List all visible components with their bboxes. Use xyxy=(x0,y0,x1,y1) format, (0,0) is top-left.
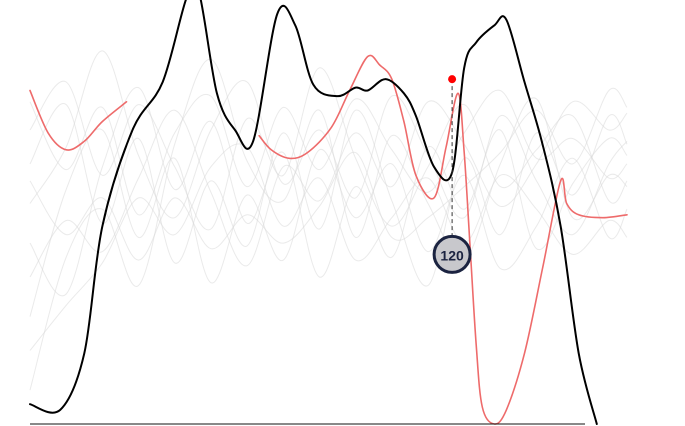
background-series-line-3 xyxy=(29,87,628,297)
background-series-line-8 xyxy=(29,143,628,351)
highlighted-point-marker[interactable] xyxy=(448,75,457,84)
background-series-line-4 xyxy=(29,58,628,391)
background-series-line-7 xyxy=(29,100,628,278)
background-series-line-2 xyxy=(29,128,628,317)
background-series-line-10 xyxy=(29,87,628,261)
background-series-line-9 xyxy=(29,89,628,216)
callout-value-label: 120 xyxy=(440,247,464,263)
background-series-line-1 xyxy=(29,103,628,287)
main-series-line xyxy=(29,0,598,425)
value-callout-badge[interactable]: 120 xyxy=(432,234,472,274)
highlight-series-segment-1 xyxy=(29,89,128,151)
main-series-group xyxy=(29,0,598,425)
callout-badge-circle xyxy=(432,234,472,274)
background-series-line-6 xyxy=(29,50,628,236)
background-series-group xyxy=(29,50,628,391)
background-series-line-5 xyxy=(29,67,628,231)
